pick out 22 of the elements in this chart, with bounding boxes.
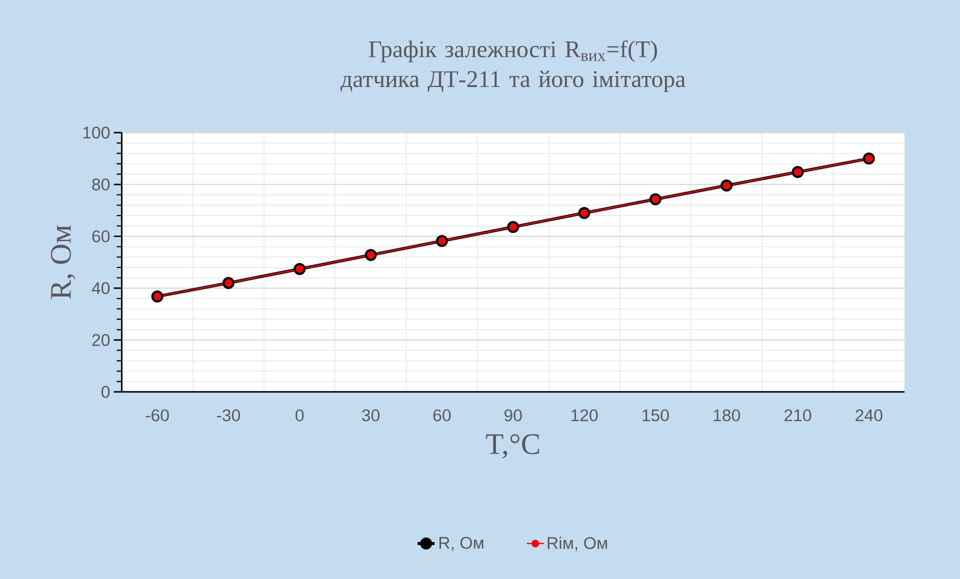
x-tick-label: 0: [296, 409, 304, 422]
x-tick-label: 30: [362, 409, 380, 422]
x-tick-label: -60: [146, 409, 169, 422]
y-tick-label: 100: [83, 126, 110, 138]
x-tick-label: 240: [856, 409, 882, 422]
x-tick-label: 180: [714, 409, 740, 422]
legend-label: Rім, Ом: [548, 536, 607, 551]
y-tick-label: 0: [102, 386, 110, 398]
y-tick-label: 60: [92, 230, 110, 242]
x-tick-label: 60: [433, 409, 451, 422]
x-tick-label: -30: [217, 409, 240, 422]
chart-title: Графік залежності R$_{вих}$=f(T) датчика ДТ-211 та його імітатора: [340, 40, 686, 92]
x-tick-label: 210: [784, 409, 812, 422]
x-axis-title: T,°C: [486, 434, 540, 458]
x-tick-label: 90: [504, 409, 522, 422]
y-axis-title: R, Ом: [50, 225, 76, 299]
x-tick-label: 120: [571, 409, 598, 422]
y-tick-label: 40: [92, 282, 110, 294]
y-tick-label: 20: [92, 334, 110, 346]
legend-label: R, Ом: [439, 536, 484, 551]
x-tick-label: 150: [642, 409, 669, 422]
y-tick-label: 80: [92, 178, 110, 190]
